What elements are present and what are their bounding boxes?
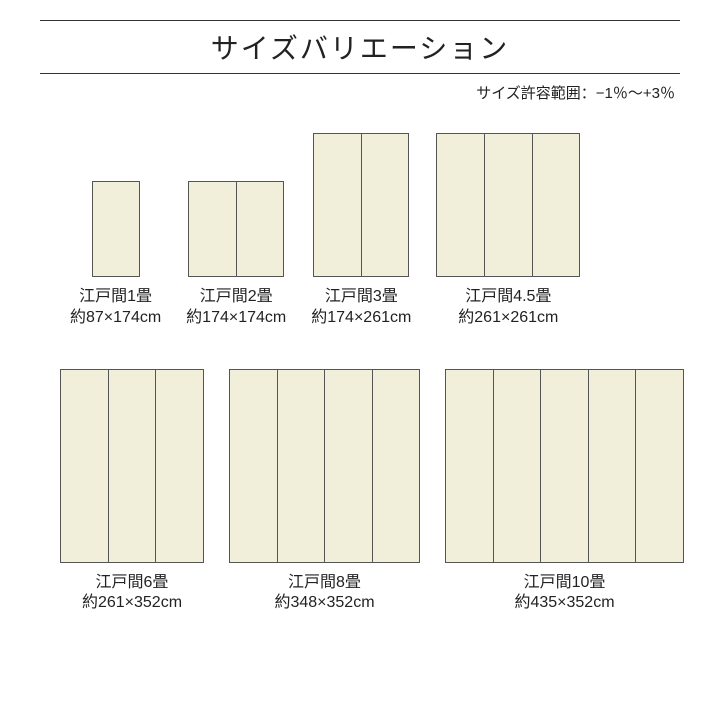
size-row-top: 江戸間1畳約87×174cm 江戸間2畳約174×174cm 江戸間3畳約174×2… xyxy=(40,133,680,329)
size-cell: 江戸間3畳約174×261cm xyxy=(311,133,411,329)
mat-diagram xyxy=(60,369,204,563)
size-label: 江戸間2畳約174×174cm xyxy=(186,287,286,329)
mat-strip xyxy=(533,134,580,276)
size-label: 江戸間4.5畳約261×261cm xyxy=(458,287,558,329)
mat-strip xyxy=(325,370,373,562)
mat-strip xyxy=(314,134,362,276)
mat-strip xyxy=(156,370,203,562)
size-cell: 江戸間4.5畳約261×261cm xyxy=(436,133,580,329)
size-cell: 江戸間1畳約87×174cm xyxy=(70,181,161,329)
mat-strip xyxy=(485,134,533,276)
size-label: 江戸間3畳約174×261cm xyxy=(311,287,411,329)
mat-strip xyxy=(237,182,284,276)
mat-diagram xyxy=(445,369,684,563)
size-dimensions: 約261×261cm xyxy=(458,308,558,329)
size-dimensions: 約87×174cm xyxy=(70,308,161,329)
size-label: 江戸間8畳約348×352cm xyxy=(274,573,374,615)
tolerance-note: サイズ許容範囲：−1％〜+3％ xyxy=(40,82,680,103)
size-cell: 江戸間10畳約435×352cm xyxy=(445,369,684,615)
mat-strip xyxy=(362,134,409,276)
mat-strip xyxy=(373,370,420,562)
mat-diagram xyxy=(436,133,580,277)
size-label: 江戸間6畳約261×352cm xyxy=(82,573,182,615)
size-name: 江戸間6畳 xyxy=(82,573,182,594)
mat-strip xyxy=(494,370,542,562)
mat-strip xyxy=(93,182,139,276)
mat-diagram xyxy=(92,181,140,277)
title-row: サイズバリエーション xyxy=(40,20,680,74)
mat-strip xyxy=(541,370,589,562)
size-dimensions: 約435×352cm xyxy=(514,593,614,614)
size-name: 江戸間3畳 xyxy=(311,287,411,308)
size-label: 江戸間10畳約435×352cm xyxy=(514,573,614,615)
mat-diagram xyxy=(229,369,420,563)
page-title: サイズバリエーション xyxy=(40,27,680,67)
mat-strip xyxy=(437,134,485,276)
mat-diagram xyxy=(313,133,409,277)
mat-strip xyxy=(589,370,637,562)
page-wrap: サイズバリエーション サイズ許容範囲：−1％〜+3％ 江戸間1畳約87×174c… xyxy=(0,0,720,684)
size-dimensions: 約174×261cm xyxy=(311,308,411,329)
size-cell: 江戸間2畳約174×174cm xyxy=(186,181,286,329)
size-name: 江戸間4.5畳 xyxy=(458,287,558,308)
mat-strip xyxy=(636,370,683,562)
mat-strip xyxy=(109,370,157,562)
size-name: 江戸間2畳 xyxy=(186,287,286,308)
mat-strip xyxy=(278,370,326,562)
size-dimensions: 約348×352cm xyxy=(274,593,374,614)
size-cell: 江戸間6畳約261×352cm xyxy=(60,369,204,615)
mat-strip xyxy=(61,370,109,562)
size-dimensions: 約174×174cm xyxy=(186,308,286,329)
size-name: 江戸間1畳 xyxy=(70,287,161,308)
size-name: 江戸間10畳 xyxy=(514,573,614,594)
size-cell: 江戸間8畳約348×352cm xyxy=(229,369,420,615)
size-row-bottom: 江戸間6畳約261×352cm 江戸間8畳約348×352cm 江戸間10畳約435… xyxy=(40,369,680,615)
mat-strip xyxy=(446,370,494,562)
size-label: 江戸間1畳約87×174cm xyxy=(70,287,161,329)
size-name: 江戸間8畳 xyxy=(274,573,374,594)
mat-strip xyxy=(189,182,237,276)
mat-diagram xyxy=(188,181,284,277)
mat-strip xyxy=(230,370,278,562)
size-dimensions: 約261×352cm xyxy=(82,593,182,614)
